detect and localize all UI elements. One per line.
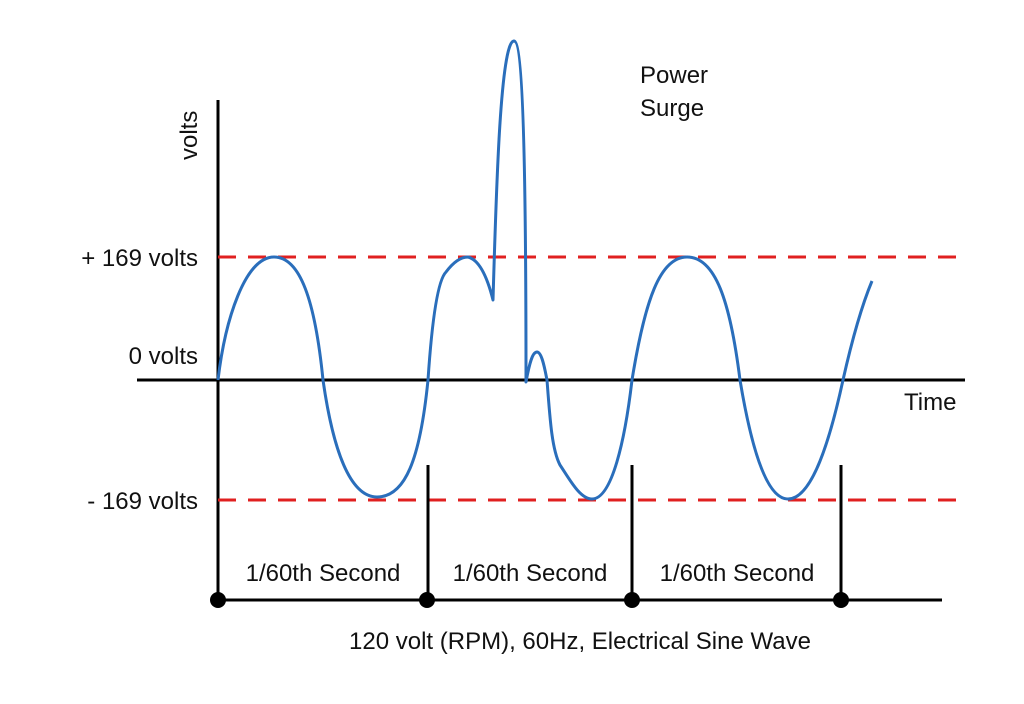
negative-level-label: - 169 volts — [87, 488, 198, 515]
x-axis-label: Time — [904, 389, 956, 416]
power-surge-label-line1: Power — [640, 62, 708, 89]
timeline-dot — [210, 592, 226, 608]
interval-label: 1/60th Second — [453, 560, 608, 587]
zero-level-label: 0 volts — [129, 343, 198, 370]
power-surge-label-line2: Surge — [640, 95, 704, 122]
caption: 120 volt (RPM), 60Hz, Electrical Sine Wa… — [349, 628, 811, 655]
timeline-dot — [833, 592, 849, 608]
timeline-dot — [624, 592, 640, 608]
voltage-wave — [216, 39, 874, 501]
timeline-dot — [419, 592, 435, 608]
positive-level-label: + 169 volts — [81, 245, 198, 272]
y-axis-label: volts — [176, 111, 203, 160]
interval-label: 1/60th Second — [246, 560, 401, 587]
interval-label: 1/60th Second — [660, 560, 815, 587]
